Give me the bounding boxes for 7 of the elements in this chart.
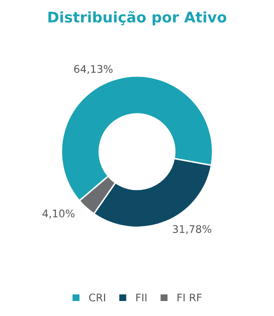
- legend-label: CRI: [89, 294, 106, 302]
- data-label: 4,10%: [42, 210, 74, 218]
- data-label: 31,78%: [172, 225, 212, 234]
- data-label: 64,13%: [74, 65, 113, 74]
- legend-label: FI RF: [178, 294, 202, 302]
- legend-label: FII: [136, 294, 146, 302]
- chart-title: Distribuição por Ativo: [48, 11, 226, 26]
